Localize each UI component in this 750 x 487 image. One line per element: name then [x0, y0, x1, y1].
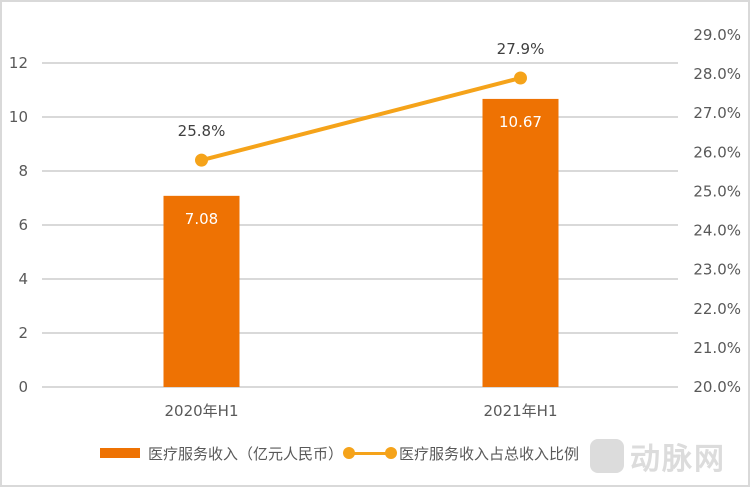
line-value-label: 27.9%: [497, 40, 545, 58]
left-tick-label: 8: [18, 162, 28, 180]
left-tick-label: 4: [18, 270, 28, 288]
bar: [482, 98, 559, 387]
right-tick-label: 25.0%: [693, 182, 741, 200]
x-axis: 2020年H1 2021年H1: [165, 402, 558, 420]
left-tick-label: 12: [9, 54, 28, 72]
right-axis: 20.0% 21.0% 22.0% 23.0% 24.0% 25.0% 26.0% 27.0%…: [693, 26, 741, 396]
line-value-label: 25.8%: [178, 122, 226, 140]
left-tick-label: 0: [18, 378, 28, 396]
line-point: [514, 71, 527, 85]
bar-swatch-icon: [100, 448, 140, 458]
gridlines: [42, 62, 678, 388]
right-tick-label: 29.0%: [693, 26, 741, 44]
left-tick-label: 6: [18, 216, 28, 234]
legend: 医疗服务收入（亿元人民币） 医疗服务收入占总收入比例: [100, 441, 579, 465]
bar-series: 7.08 10.67: [163, 98, 559, 387]
left-axis: 0 2 4 6 8 10 12: [9, 54, 28, 396]
left-tick-label: 10: [9, 108, 28, 126]
right-tick-label: 26.0%: [693, 143, 741, 161]
watermark-text: 动脉网: [630, 442, 726, 477]
line-series: 25.8% 27.9%: [178, 40, 545, 167]
right-tick-label: 23.0%: [693, 261, 741, 279]
right-tick-label: 20.0%: [693, 378, 741, 396]
x-tick-label: 2021年H1: [484, 402, 558, 420]
line-point: [195, 153, 208, 167]
legend-item-line: 医疗服务收入占总收入比例: [343, 443, 579, 464]
right-tick-label: 21.0%: [693, 339, 741, 357]
right-tick-label: 24.0%: [693, 222, 741, 240]
right-tick-label: 27.0%: [693, 104, 741, 122]
x-tick-label: 2020年H1: [165, 402, 239, 420]
right-tick-label: 28.0%: [693, 65, 741, 83]
legend-bar-label: 医疗服务收入（亿元人民币）: [148, 444, 344, 463]
legend-item-bar: 医疗服务收入（亿元人民币）: [100, 443, 343, 464]
ratio-line: [201, 76, 521, 163]
watermark: 动脉网: [590, 434, 726, 478]
watermark-logo-icon: [590, 439, 624, 473]
bar: [163, 195, 240, 387]
right-tick-label: 22.0%: [693, 300, 741, 318]
bar-value-label: 10.67: [499, 113, 542, 131]
left-tick-label: 2: [18, 324, 28, 342]
legend-line-label: 医疗服务收入占总收入比例: [399, 444, 580, 463]
line-swatch-icon: [343, 446, 398, 460]
bar-value-label: 7.08: [185, 210, 218, 228]
